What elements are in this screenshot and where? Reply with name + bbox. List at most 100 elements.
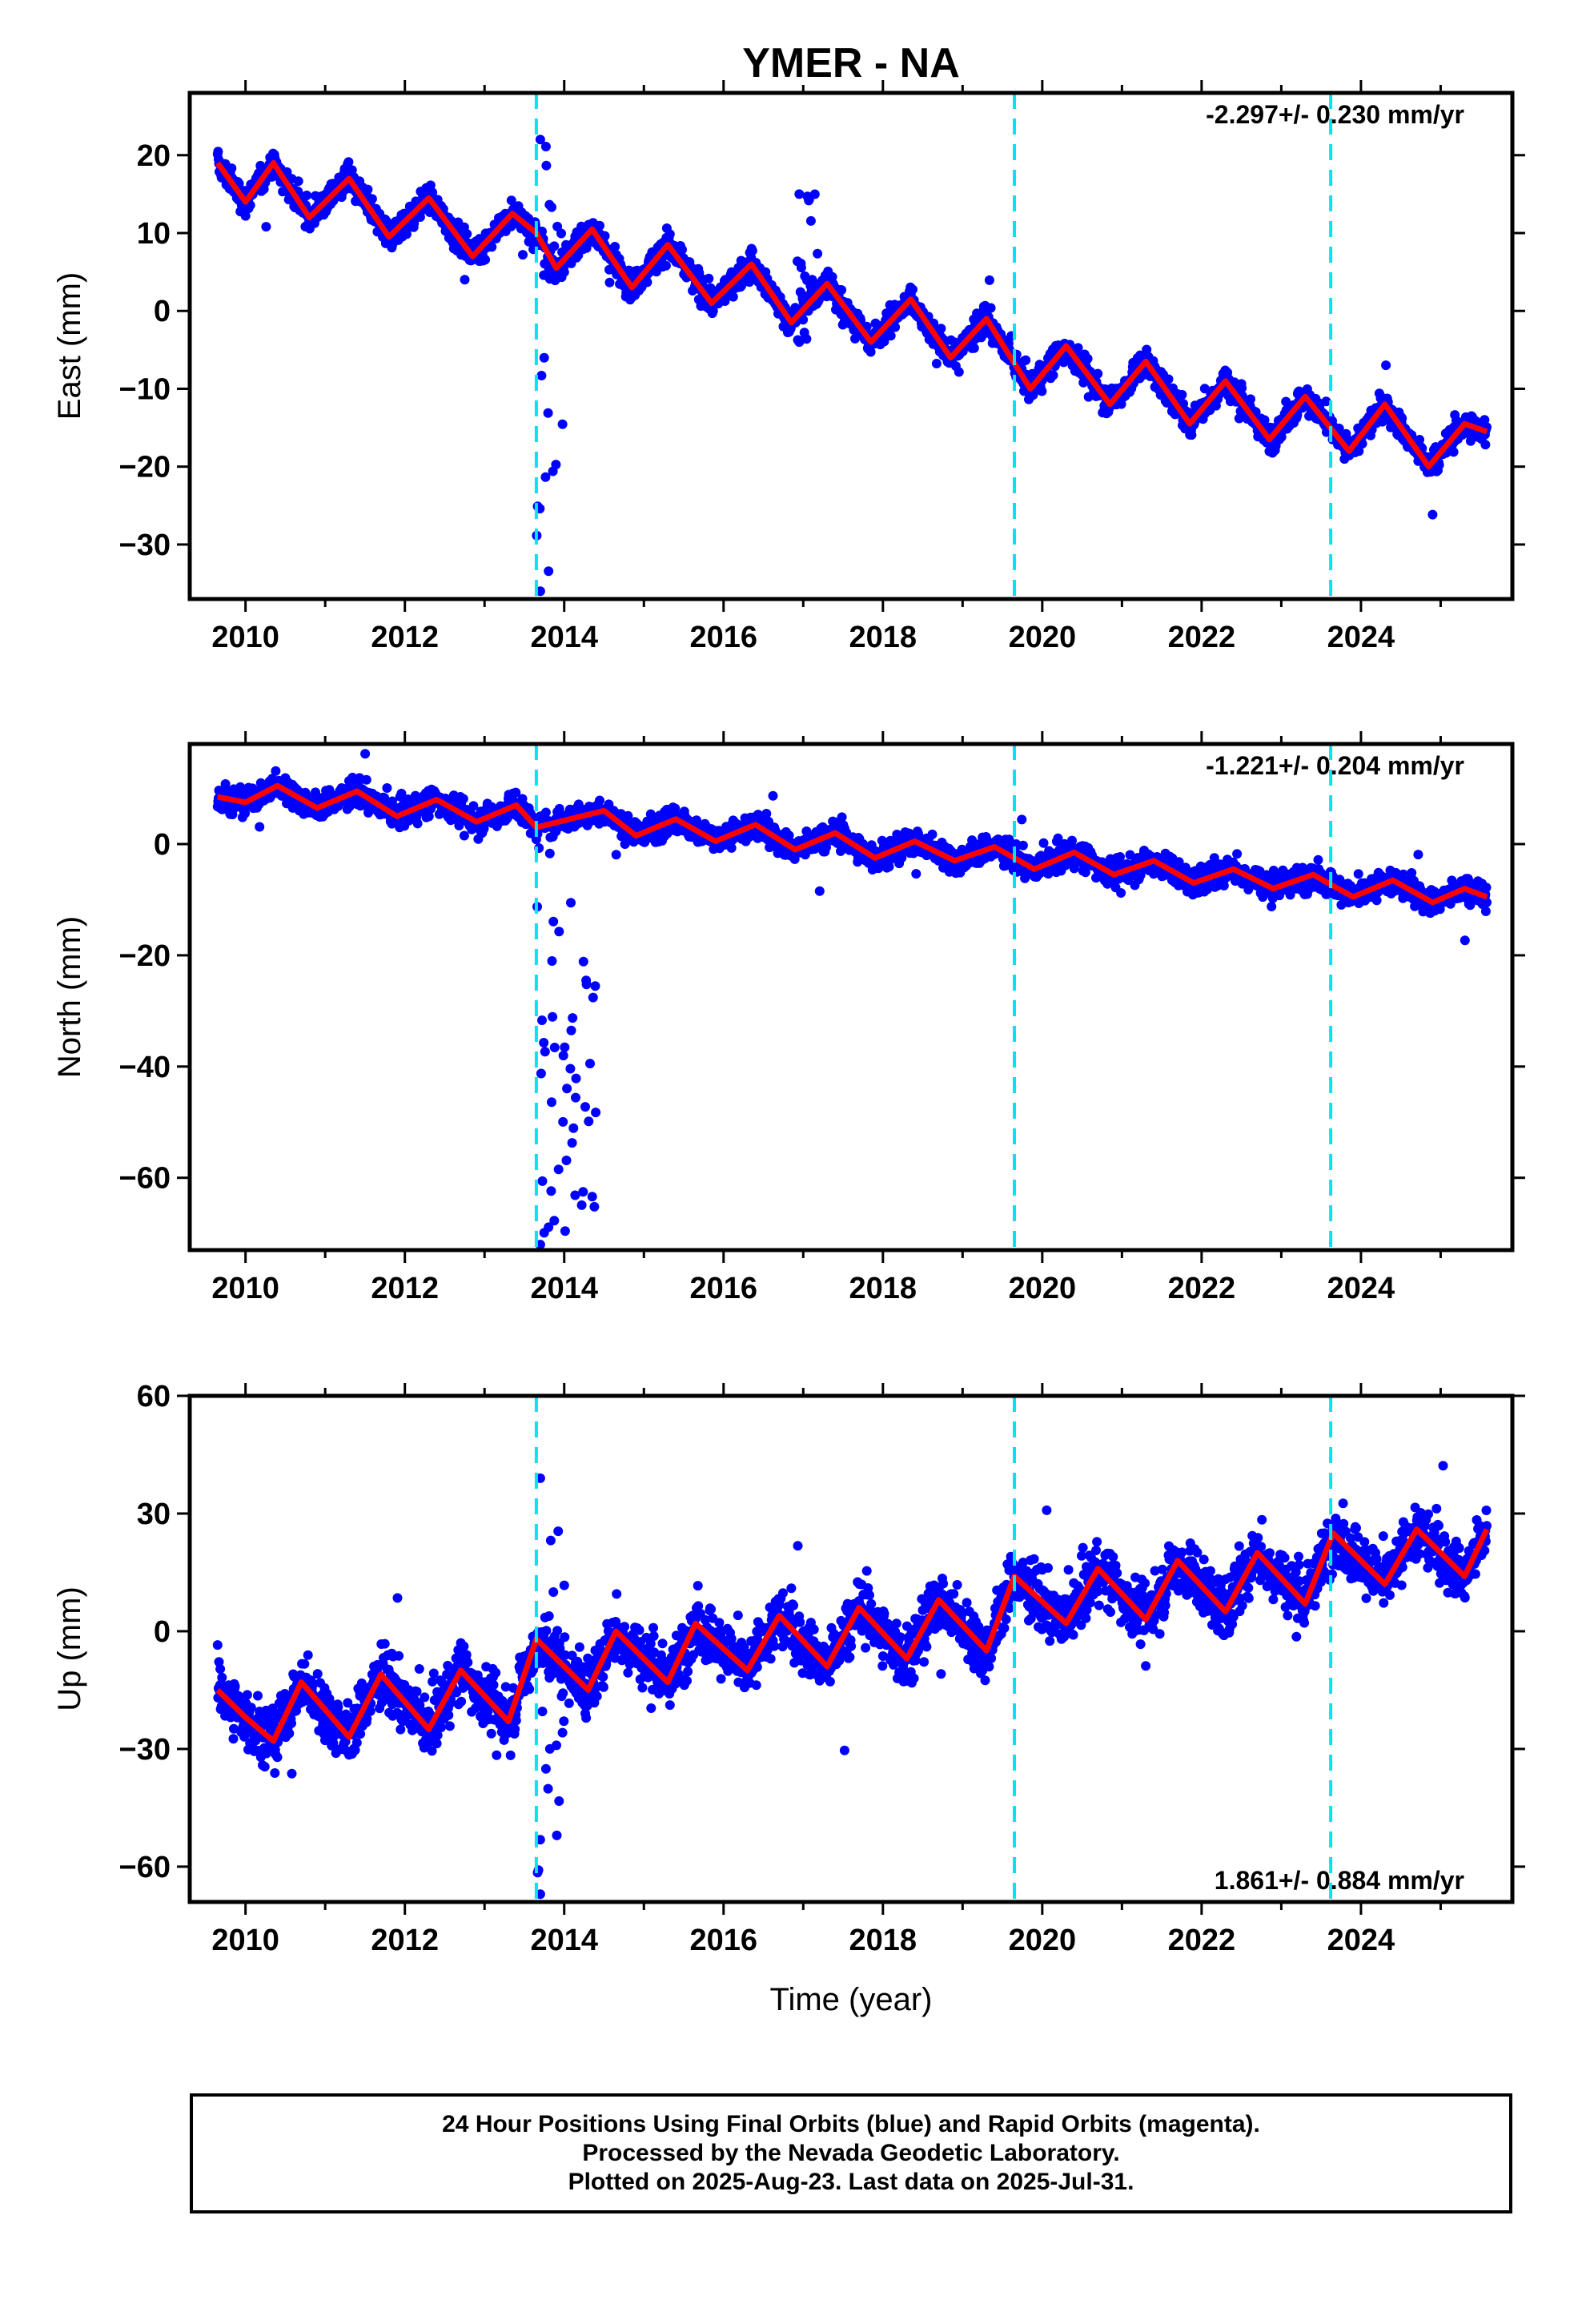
data-point	[984, 275, 994, 285]
data-point	[367, 194, 377, 204]
data-point	[548, 916, 559, 927]
data-point	[1038, 838, 1049, 848]
data-point	[566, 1025, 576, 1035]
data-point	[553, 1164, 564, 1175]
data-point	[535, 135, 545, 145]
data-point	[458, 794, 468, 804]
data-point	[794, 337, 805, 348]
data-point	[544, 566, 554, 577]
data-point	[1163, 374, 1174, 384]
data-point	[547, 202, 556, 212]
x-tick-label: 2014	[530, 621, 598, 654]
data-point	[590, 981, 600, 991]
data-point	[578, 1187, 588, 1197]
data-point	[1480, 440, 1491, 450]
data-point	[931, 359, 942, 368]
y-tick-label: 20	[137, 139, 171, 173]
data-point	[1281, 396, 1291, 407]
data-point	[543, 408, 553, 418]
data-point	[1381, 360, 1391, 371]
y-tick-label: 0	[154, 295, 171, 328]
data-point	[837, 812, 847, 822]
data-point	[954, 367, 964, 377]
data-point	[551, 460, 561, 470]
data-point	[546, 1186, 556, 1196]
fit-line	[215, 160, 1488, 470]
data-point	[1073, 343, 1083, 353]
data-point	[1053, 833, 1063, 843]
data-point	[1259, 415, 1270, 425]
data-point	[1434, 460, 1444, 470]
data-points	[212, 749, 1492, 1250]
data-point	[728, 292, 738, 302]
data-point	[768, 790, 778, 801]
data-point	[884, 862, 894, 872]
data-point	[462, 229, 472, 239]
data-point	[1448, 447, 1459, 457]
data-point	[1069, 863, 1079, 874]
data-point	[560, 1226, 570, 1236]
panel-east: 2010 2012 2014 2016 2018 2020 2022 202420100−10…	[52, 80, 1525, 654]
data-point	[969, 343, 979, 353]
plot-area	[212, 749, 1492, 1250]
data-point	[468, 801, 479, 811]
data-point	[548, 1011, 558, 1022]
data-point	[604, 277, 615, 287]
data-point	[600, 231, 610, 241]
data-point	[890, 322, 901, 332]
data-point	[518, 250, 528, 260]
data-point	[704, 273, 714, 283]
data-point	[584, 1116, 594, 1127]
data-point	[537, 1176, 548, 1186]
data-point	[1246, 394, 1255, 404]
data-point	[837, 285, 847, 296]
x-tick-label: 2010	[211, 621, 279, 654]
data-point	[1018, 840, 1028, 850]
data-point	[1334, 424, 1344, 433]
data-point	[1276, 432, 1287, 442]
x-tick-label: 2024	[1327, 621, 1395, 654]
x-tick-label: 2012	[371, 621, 439, 654]
data-point	[565, 1063, 576, 1074]
data-point	[1237, 383, 1247, 393]
data-point	[661, 260, 671, 271]
data-point	[536, 371, 547, 380]
data-point	[547, 956, 557, 966]
data-point	[745, 832, 754, 842]
data-point	[554, 927, 564, 937]
data-point	[784, 830, 794, 841]
data-point	[227, 163, 237, 174]
data-point	[558, 1051, 568, 1061]
data-point	[745, 277, 754, 287]
data-point	[805, 215, 816, 226]
data-point	[556, 228, 566, 239]
data-point	[911, 869, 921, 879]
data-point	[511, 787, 521, 798]
data-point	[540, 142, 551, 151]
data-point	[591, 1108, 601, 1118]
data-point	[1186, 430, 1197, 440]
data-point	[595, 795, 604, 806]
data-point	[576, 1200, 587, 1210]
data-point	[557, 419, 568, 429]
data-point	[1480, 415, 1490, 425]
data-point	[410, 790, 420, 801]
data-point	[581, 979, 592, 990]
data-point	[540, 1047, 550, 1057]
data-point	[936, 324, 946, 334]
data-point	[561, 1156, 572, 1165]
data-point	[571, 1073, 581, 1084]
data-point	[549, 1043, 560, 1052]
data-point	[813, 248, 823, 259]
data-point	[794, 189, 805, 199]
data-point	[747, 246, 757, 256]
x-tick-label: 2018	[849, 621, 917, 654]
panel-north: 2010 2012 2014 2016 2018 2020 2022 20240−20−40−…	[52, 731, 1525, 1305]
data-point	[587, 1192, 597, 1202]
data-point	[558, 1116, 568, 1127]
data-point	[927, 829, 938, 839]
data-point	[360, 749, 371, 759]
data-point	[1177, 389, 1187, 400]
y-tick-label: −30	[119, 529, 171, 562]
